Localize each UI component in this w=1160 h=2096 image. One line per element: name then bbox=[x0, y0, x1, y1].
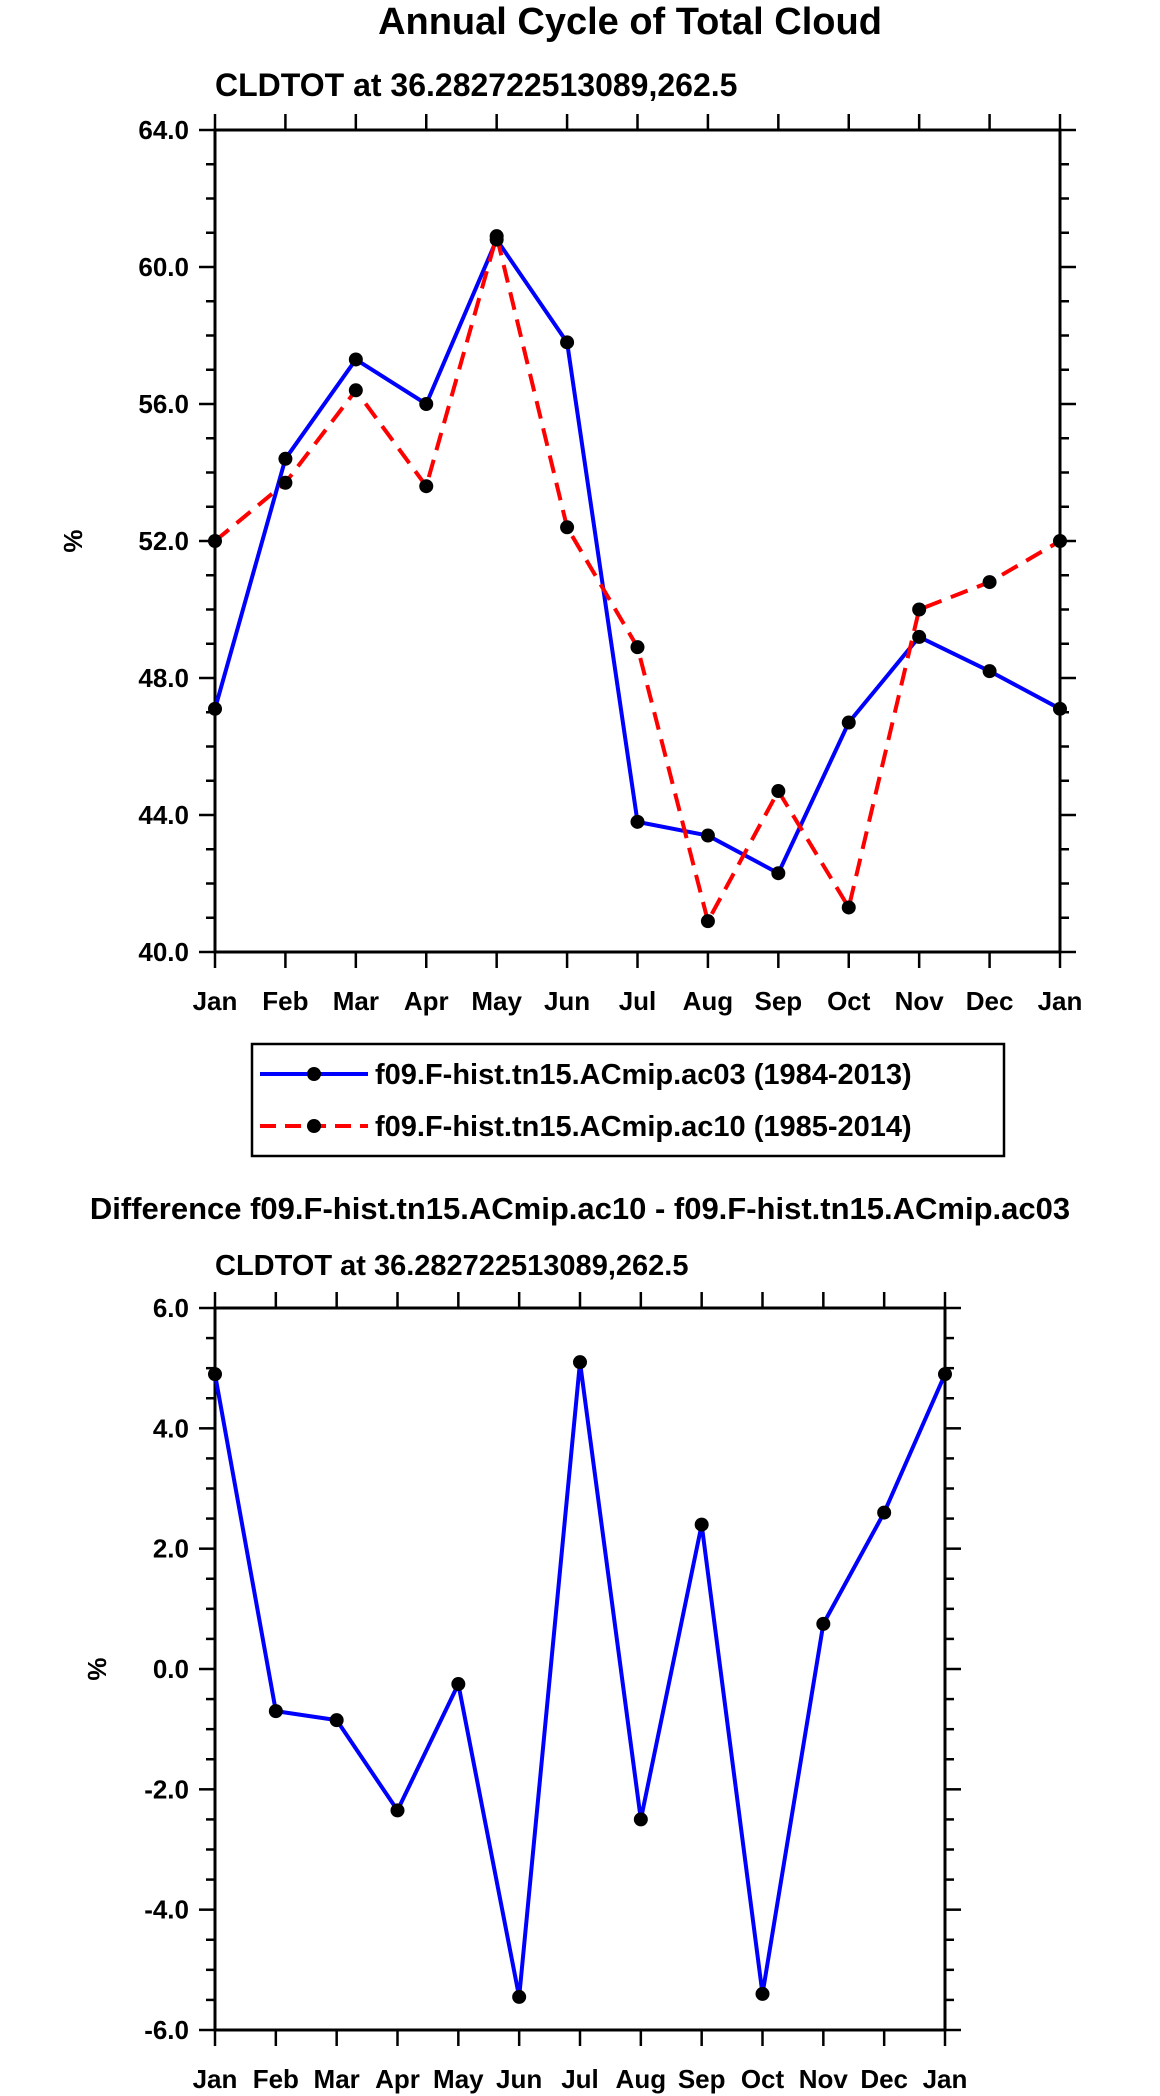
difference-data-point-0 bbox=[329, 1713, 344, 1728]
difference-data-point-0 bbox=[816, 1616, 831, 1631]
series-line-0 bbox=[213, 237, 1061, 876]
difference-x-tick-label: Jan bbox=[923, 2064, 968, 2094]
x-tick-label: Jul bbox=[619, 986, 657, 1016]
difference-data-point-0 bbox=[512, 1989, 527, 2004]
y-axis-label: % bbox=[58, 529, 88, 552]
x-tick-label: Jan bbox=[1038, 986, 1083, 1016]
x-tick-label: Jan bbox=[193, 986, 238, 1016]
difference-x-tick-label: Feb bbox=[253, 2064, 299, 2094]
difference-plot-frame bbox=[213, 1306, 947, 2032]
y-tick-label: 40.0 bbox=[138, 937, 189, 967]
data-point-1 bbox=[489, 229, 504, 244]
data-point-1 bbox=[771, 784, 786, 799]
y-tick-label: 52.0 bbox=[138, 526, 189, 556]
difference-data-point-0 bbox=[633, 1812, 648, 1827]
x-tick-label: Apr bbox=[404, 986, 449, 1016]
difference-y-tick-label: -6.0 bbox=[144, 2015, 189, 2045]
data-point-0 bbox=[630, 814, 645, 829]
difference-chart: Difference f09.F-hist.tn15.ACmip.ac10 - … bbox=[82, 1191, 1070, 2094]
data-point-1 bbox=[1053, 534, 1067, 548]
data-point-0 bbox=[841, 715, 856, 730]
x-tick-label: May bbox=[471, 986, 522, 1016]
data-point-0 bbox=[348, 352, 363, 367]
difference-data-point-0 bbox=[755, 1986, 770, 2001]
difference-x-tick-label: Aug bbox=[616, 2064, 667, 2094]
data-point-0 bbox=[771, 866, 786, 881]
difference-x-tick-label: Sep bbox=[678, 2064, 726, 2094]
data-point-1 bbox=[419, 479, 434, 494]
difference-data-point-0 bbox=[694, 1517, 709, 1532]
data-point-1 bbox=[278, 475, 293, 490]
difference-data-point-0 bbox=[451, 1677, 466, 1692]
y-tick-label: 48.0 bbox=[138, 663, 189, 693]
data-point-1 bbox=[841, 900, 856, 915]
data-point-1 bbox=[208, 534, 222, 548]
data-point-0 bbox=[912, 629, 927, 644]
annual-cycle-chart: Annual Cycle of Total Cloud CLDTOT at 36… bbox=[58, 1, 1083, 1158]
data-point-1 bbox=[348, 383, 363, 398]
chart-subtitle: CLDTOT at 36.282722513089,262.5 bbox=[215, 67, 737, 103]
x-tick-label: Sep bbox=[754, 986, 802, 1016]
legend-marker-ac03 bbox=[307, 1067, 321, 1081]
data-point-0 bbox=[278, 451, 293, 466]
difference-subtitle: CLDTOT at 36.282722513089,262.5 bbox=[215, 1250, 688, 1282]
difference-y-tick-label: 2.0 bbox=[153, 1534, 189, 1564]
difference-data-point-0 bbox=[208, 1367, 222, 1382]
y-tick-label: 44.0 bbox=[138, 800, 189, 830]
data-point-0 bbox=[419, 397, 434, 411]
x-tick-label: Feb bbox=[262, 986, 308, 1016]
data-point-1 bbox=[912, 602, 927, 617]
difference-y-tick-label: -2.0 bbox=[144, 1774, 189, 1804]
difference-y-axis-label: % bbox=[82, 1657, 112, 1680]
difference-y-tick-label: 0.0 bbox=[153, 1654, 189, 1684]
y-tick-label: 56.0 bbox=[138, 389, 189, 419]
difference-x-tick-label: Mar bbox=[314, 2064, 360, 2094]
difference-x-tick-label: May bbox=[433, 2064, 484, 2094]
difference-x-tick-label: Oct bbox=[741, 2064, 785, 2094]
legend-marker-ac10 bbox=[307, 1119, 321, 1133]
difference-x-tick-label: Jan bbox=[193, 2064, 238, 2094]
difference-data-point-0 bbox=[390, 1803, 405, 1818]
difference-title: Difference f09.F-hist.tn15.ACmip.ac10 - … bbox=[90, 1191, 1070, 1226]
x-tick-label: Nov bbox=[895, 986, 945, 1016]
y-tick-label: 64.0 bbox=[138, 115, 189, 145]
legend: f09.F-hist.tn15.ACmip.ac03 (1984-2013) f… bbox=[250, 1042, 1006, 1158]
legend-box bbox=[250, 1042, 1006, 1158]
data-point-0 bbox=[560, 335, 575, 350]
difference-x-tick-label: Nov bbox=[799, 2064, 849, 2094]
difference-x-tick-label: Jun bbox=[496, 2064, 542, 2094]
difference-y-tick-label: 6.0 bbox=[153, 1293, 189, 1323]
data-point-0 bbox=[700, 828, 715, 843]
x-tick-label: Jun bbox=[544, 986, 590, 1016]
data-point-0 bbox=[982, 664, 997, 679]
y-tick-label: 60.0 bbox=[138, 252, 189, 282]
x-tick-label: Aug bbox=[683, 986, 734, 1016]
legend-label-ac03: f09.F-hist.tn15.ACmip.ac03 (1984-2013) bbox=[375, 1059, 912, 1091]
data-point-1 bbox=[630, 640, 645, 655]
difference-data-point-0 bbox=[938, 1367, 952, 1382]
difference-data-point-0 bbox=[877, 1505, 892, 1520]
difference-x-tick-label: Dec bbox=[860, 2064, 908, 2094]
data-point-0 bbox=[208, 701, 222, 716]
x-tick-label: Dec bbox=[966, 986, 1014, 1016]
x-tick-label: Mar bbox=[333, 986, 379, 1016]
difference-x-tick-label: Apr bbox=[375, 2064, 420, 2094]
data-point-1 bbox=[560, 520, 575, 535]
difference-series-line-0 bbox=[213, 1360, 947, 1999]
data-point-1 bbox=[700, 914, 715, 929]
difference-y-tick-label: 4.0 bbox=[153, 1413, 189, 1443]
x-tick-label: Oct bbox=[827, 986, 871, 1016]
chart-title: Annual Cycle of Total Cloud bbox=[378, 1, 882, 43]
difference-x-tick-label: Jul bbox=[561, 2064, 599, 2094]
difference-data-point-0 bbox=[573, 1355, 587, 1370]
legend-label-ac10: f09.F-hist.tn15.ACmip.ac10 (1985-2014) bbox=[375, 1111, 912, 1143]
difference-data-point-0 bbox=[268, 1704, 283, 1719]
difference-y-tick-label: -4.0 bbox=[144, 1895, 189, 1925]
data-point-1 bbox=[982, 575, 997, 590]
data-point-0 bbox=[1053, 701, 1067, 716]
